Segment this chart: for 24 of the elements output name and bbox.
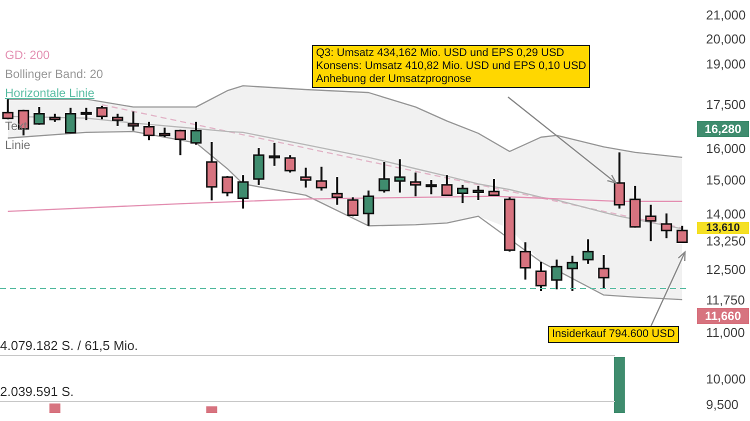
y-tick-label: 11,750 (706, 292, 745, 308)
text: GD: 200 (5, 47, 51, 64)
y-tick-label: 14,000 (706, 206, 746, 222)
ref-line-label: Horizontale Linie (5, 85, 96, 102)
y-tick-label: 12,500 (706, 262, 746, 278)
annotation: 4.079.182 S. / 61,5 Mio. (0, 338, 138, 353)
y-tick-label: 17,500 (706, 96, 746, 112)
annotation: Linie (5, 137, 32, 154)
y-tick-label: 16,000 (706, 140, 746, 156)
y-tick-label: 9,500 (706, 396, 739, 412)
text: 13,610 (697, 222, 749, 234)
annotation: Q3: Umsatz 434,162 Mio. USD und EPS 0,29 USD Konsens: Umsatz 410,82 Mio. USD und EPS 0,10 USD Anhebung der Umsatzprognose (312, 45, 590, 88)
y-tick-label: 10,000 (706, 372, 746, 387)
text: Bollinger Band: 20 (5, 66, 104, 83)
y-tick-label: 13,250 (706, 233, 746, 248)
y-tick-label: 15,000 (706, 172, 746, 188)
y-tick-label: 19,000 (706, 56, 746, 72)
text: 16,280 (697, 121, 749, 137)
annotation: 2.039.591 S. (0, 384, 615, 402)
y-tick-label: 21,000 (706, 7, 746, 22)
text: 11,660 (697, 308, 749, 324)
y-tick-label: 11,000 (706, 324, 745, 340)
y-tick-label: 20,000 (706, 31, 746, 46)
annotation: Insiderkauf 794.600 USD (548, 326, 679, 343)
